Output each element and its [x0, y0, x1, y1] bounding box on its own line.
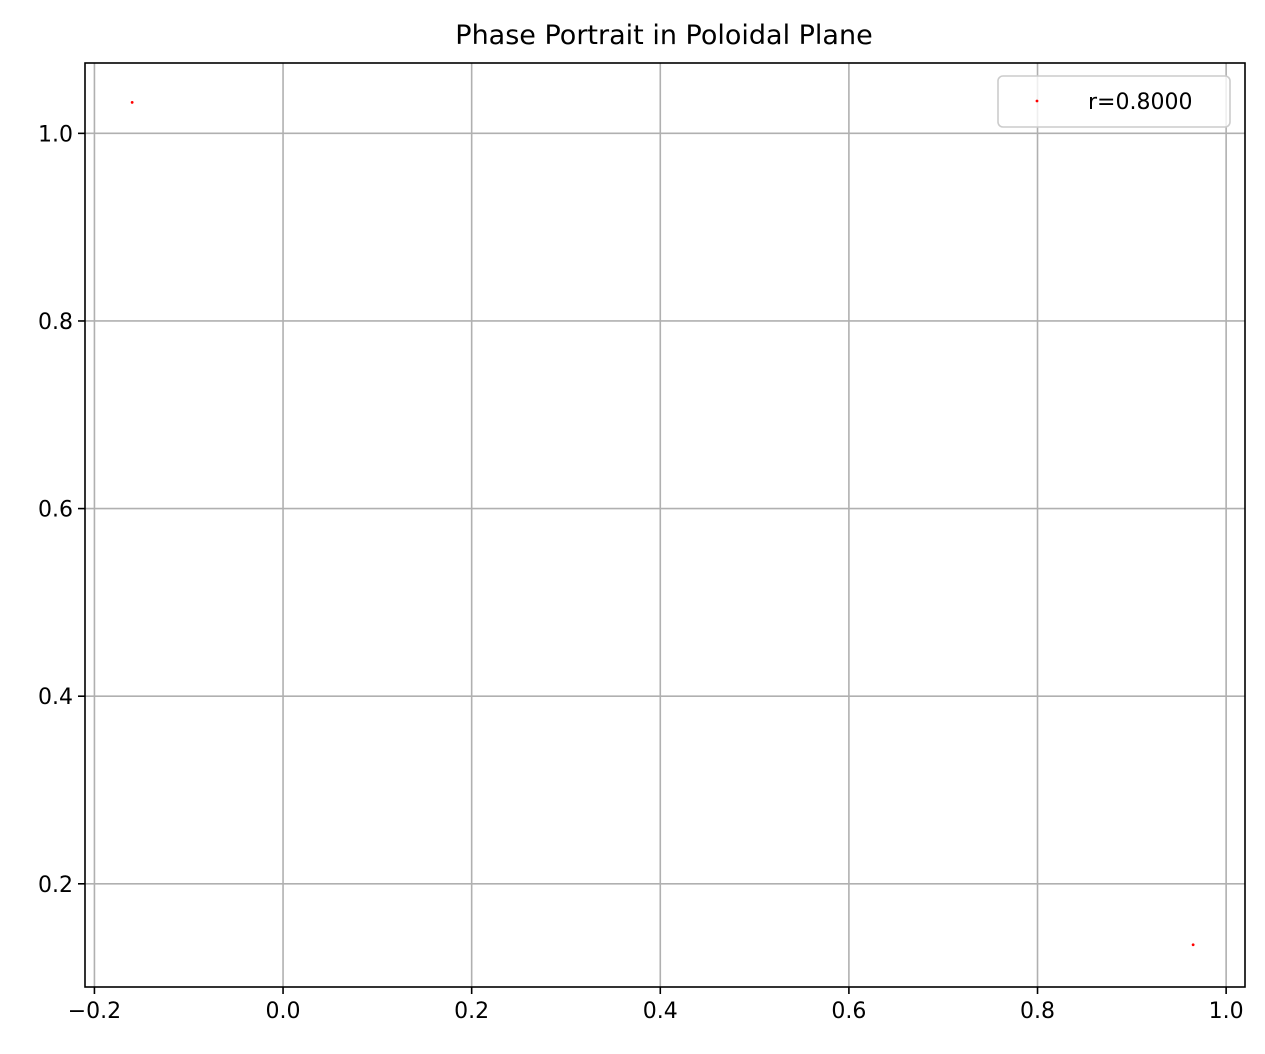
y-axis: 0.2 0.4 0.6 0.8 1.0 [38, 122, 85, 898]
y-tick-label: 0.4 [38, 685, 73, 710]
legend-label: r=0.8000 [1088, 90, 1192, 115]
x-tick-label: 0.8 [1020, 999, 1055, 1024]
y-tick-label: 0.2 [38, 873, 73, 898]
plot-area [85, 63, 1245, 987]
x-axis: −0.2 0.0 0.2 0.4 0.6 0.8 1.0 [68, 987, 1244, 1024]
axes-frame [84, 62, 1246, 988]
x-tick-label: 1.0 [1209, 999, 1244, 1024]
x-tick-label: 0.6 [831, 999, 866, 1024]
x-tick-label: −0.2 [68, 999, 121, 1024]
x-tick-label: 0.0 [266, 999, 301, 1024]
x-tick-label: 0.2 [454, 999, 489, 1024]
legend-marker [1035, 99, 1039, 103]
y-tick-label: 0.8 [38, 310, 73, 335]
legend-box [997, 75, 1231, 128]
data-points [130, 100, 1195, 947]
grid [85, 63, 1245, 987]
x-tick-label: 0.4 [643, 999, 678, 1024]
data-point [130, 100, 134, 104]
data-point [1191, 943, 1195, 947]
legend: r=0.8000 [997, 75, 1231, 128]
y-tick-label: 1.0 [38, 122, 73, 147]
chart-title: Phase Portrait in Poloidal Plane [455, 20, 872, 51]
y-tick-label: 0.6 [38, 498, 73, 523]
